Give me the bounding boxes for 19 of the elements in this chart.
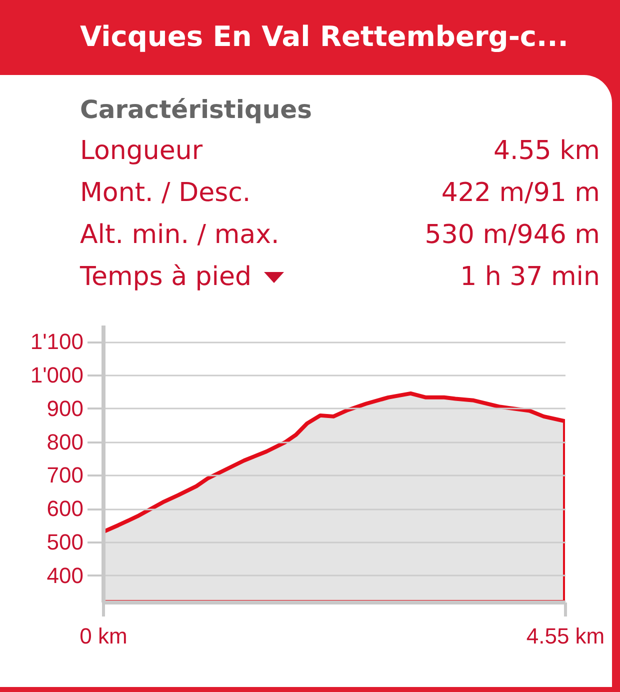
y-tick-label: 900: [46, 396, 84, 421]
y-tick-label: 700: [46, 462, 84, 488]
x-tick-label: 0 km: [80, 624, 128, 648]
text: Temps à pied: [80, 262, 253, 292]
y-tick-label: 500: [46, 529, 84, 554]
chart-subtitle: Caractéristiques: [80, 95, 312, 124]
text: 422 m/91 m: [441, 178, 600, 208]
chart-title: Vicques En Val Rettemberg-c...: [80, 20, 568, 53]
y-tick-label: 600: [46, 496, 84, 522]
y-tick-label: 1'000: [30, 362, 84, 388]
text: 530 m/946 m: [424, 220, 600, 250]
text: Longueur: [80, 136, 203, 166]
y-tick-label: 400: [46, 562, 84, 588]
text: Mont. / Desc.: [80, 178, 251, 208]
text: 1 h 37 min: [460, 262, 600, 292]
y-tick-label: 1'100: [30, 329, 84, 354]
text: Alt. min. / max.: [80, 220, 280, 250]
y-tick-label: 800: [46, 429, 84, 454]
text: 4.55 km: [493, 136, 600, 166]
